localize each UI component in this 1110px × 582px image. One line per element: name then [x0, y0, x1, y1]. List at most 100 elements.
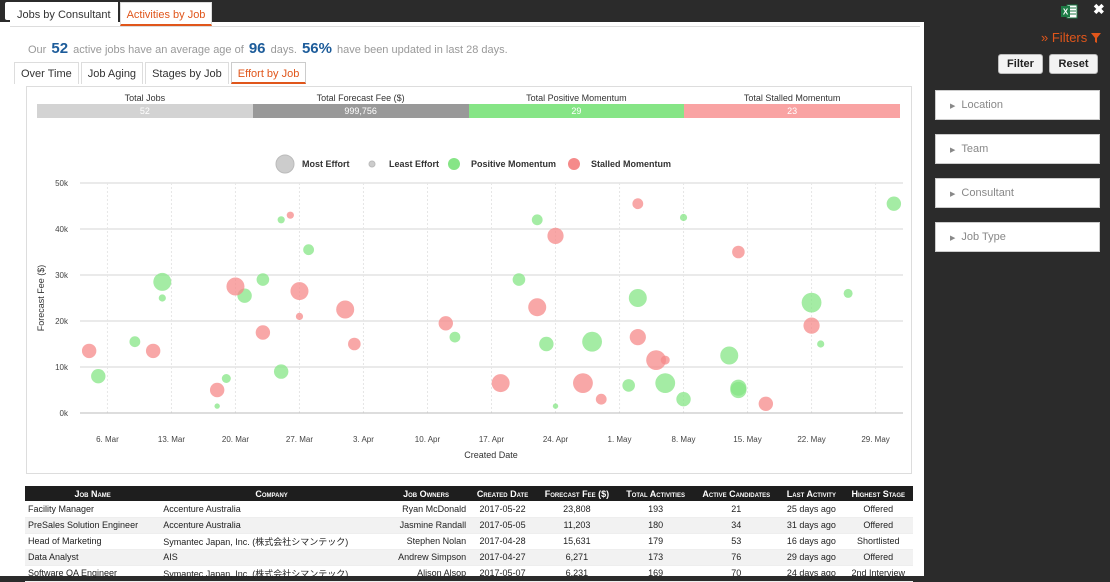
- sub-tabs: Over Time Job Aging Stages by Job Effort…: [14, 62, 308, 84]
- x-tick-label: 8. May: [672, 435, 696, 444]
- legend-marker: [448, 158, 460, 170]
- tab-job-aging[interactable]: Job Aging: [80, 62, 144, 84]
- table-row[interactable]: Software QA Engineer Symantec Japan, Inc.…: [25, 565, 913, 582]
- table-row[interactable]: Head of Marketing Symantec Japan, Inc. (株…: [25, 533, 913, 550]
- filters-title-label: Filters: [1051, 30, 1088, 45]
- filter-label: Job Type: [961, 231, 1006, 243]
- bubble-point: [255, 325, 271, 340]
- bubble-point: [129, 336, 141, 348]
- y-tick-label: 10k: [55, 363, 69, 372]
- table-row[interactable]: Data Analyst AIS Andrew Simpson 2017-04-27 6…: [25, 549, 913, 566]
- filter-button[interactable]: Filter: [998, 54, 1043, 74]
- updated-percentage: 56%: [301, 40, 332, 57]
- table-cell: 2017-05-05: [469, 517, 536, 534]
- legend-marker: [275, 154, 295, 174]
- filter-job-type[interactable]: ▶ Job Type: [935, 222, 1100, 252]
- column-header[interactable]: Job Owners: [382, 486, 470, 501]
- table-row[interactable]: PreSales Solution Engineer Accenture Aust…: [25, 517, 913, 534]
- table-cell: 29 days ago: [779, 549, 844, 566]
- x-tick-label: 27. Mar: [286, 435, 313, 444]
- filter-team[interactable]: ▶ Team: [935, 134, 1100, 164]
- bubble-point: [273, 364, 289, 379]
- filters-toggle[interactable]: » Filters: [1041, 30, 1101, 45]
- bubble-point: [277, 216, 285, 224]
- tab-jobs-by-consultant[interactable]: Jobs by Consultant: [10, 2, 118, 26]
- bubble-point: [843, 288, 853, 298]
- legend-label: Stalled Momentum: [591, 159, 671, 169]
- table-cell: Symantec Japan, Inc. (株式会社シマンテック): [160, 565, 383, 582]
- x-tick-label: 3. Apr: [353, 435, 374, 444]
- tab-over-time[interactable]: Over Time: [14, 62, 79, 84]
- table-cell: Facility Manager: [25, 501, 161, 518]
- tab-effort-by-job[interactable]: Effort by Job: [230, 62, 307, 84]
- reset-button[interactable]: Reset: [1049, 54, 1098, 74]
- filter-location[interactable]: ▶ Location: [935, 90, 1100, 120]
- tab-stages-by-job[interactable]: Stages by Job: [145, 62, 229, 84]
- jobs-table: Job Name Company Job Owners Created Date For…: [25, 486, 913, 582]
- bubble-point: [655, 373, 676, 393]
- table-row[interactable]: Facility Manager Accenture Australia Ryan …: [25, 501, 913, 518]
- bubble-point: [348, 337, 361, 351]
- legend-label: Positive Momentum: [471, 159, 556, 169]
- table-cell: 2017-04-27: [469, 549, 536, 566]
- column-header[interactable]: Forecast Fee ($): [535, 486, 618, 501]
- bubble-point: [449, 331, 461, 343]
- bubble-point: [528, 298, 547, 317]
- kpi-label: Total Forecast Fee ($): [316, 93, 405, 103]
- bubble-point: [720, 346, 739, 365]
- table-cell: AIS: [160, 549, 383, 566]
- bubble-point: [491, 374, 510, 393]
- bubble-point: [153, 272, 172, 291]
- kpi-value: 999,756: [252, 104, 469, 118]
- table-cell: 2017-05-07: [469, 565, 536, 582]
- legend-label: Least Effort: [389, 159, 439, 169]
- table-cell: 6,271: [535, 549, 618, 566]
- table-cell: Symantec Japan, Inc. (株式会社シマンテック): [160, 533, 383, 550]
- x-tick-label: 15. May: [733, 435, 761, 444]
- column-header[interactable]: Company: [160, 486, 383, 501]
- table-cell: 173: [617, 549, 694, 566]
- kpi-bar: Total Jobs 52 Total Forecast Fee ($) 999…: [37, 92, 900, 119]
- column-header[interactable]: Last Activity: [779, 486, 844, 501]
- column-header[interactable]: Job Name: [25, 486, 161, 501]
- x-axis: 6. Mar 13. Mar 20. Mar 27. Mar 3. Apr 10. Apr…: [80, 412, 903, 444]
- column-header[interactable]: Active Candidates: [693, 486, 780, 501]
- kpi-label: Total Positive Momentum: [526, 93, 627, 103]
- table-cell: 2nd Interview: [843, 565, 913, 582]
- bubble-point: [209, 382, 225, 398]
- table-cell: 53: [693, 533, 780, 550]
- kpi-value: 29: [468, 104, 685, 118]
- x-tick-label: 1. May: [608, 435, 632, 444]
- close-icon[interactable]: ✖: [1093, 1, 1105, 17]
- column-header[interactable]: Highest Stage: [843, 486, 913, 501]
- caret-right-icon: ▶: [950, 103, 956, 110]
- column-header[interactable]: Total Activities: [617, 486, 694, 501]
- column-header[interactable]: Created Date: [469, 486, 536, 501]
- x-tick-label: 20. Mar: [222, 435, 249, 444]
- bubble-point: [158, 294, 166, 302]
- y-tick-label: 50k: [55, 179, 69, 188]
- filter-label: Consultant: [961, 187, 1014, 199]
- filter-label: Location: [961, 99, 1003, 111]
- table-cell: 193: [617, 501, 694, 518]
- bubble-point: [256, 273, 270, 286]
- excel-icon[interactable]: X: [1061, 4, 1078, 19]
- table-cell: 180: [617, 517, 694, 534]
- table-cell: 11,203: [535, 517, 618, 534]
- y-axis: 0k 10k 20k 30k 40k 50k: [55, 179, 69, 418]
- caret-right-icon: ▶: [950, 147, 956, 154]
- filter-consultant[interactable]: ▶ Consultant: [935, 178, 1100, 208]
- bubble-point: [552, 403, 559, 409]
- y-tick-label: 40k: [55, 225, 69, 234]
- bubble-point: [539, 336, 554, 352]
- table-cell: Software QA Engineer: [25, 565, 161, 582]
- bubble-point: [303, 244, 315, 256]
- table-cell: 179: [617, 533, 694, 550]
- bubble-point: [886, 196, 902, 211]
- summary-text: active jobs have an average age of: [73, 44, 244, 56]
- tab-activities-by-job[interactable]: Activities by Job: [119, 2, 213, 26]
- table-cell: 169: [617, 565, 694, 582]
- table-cell: Offered: [843, 517, 913, 534]
- bubble-point: [226, 277, 245, 296]
- y-tick-label: 0k: [60, 409, 69, 418]
